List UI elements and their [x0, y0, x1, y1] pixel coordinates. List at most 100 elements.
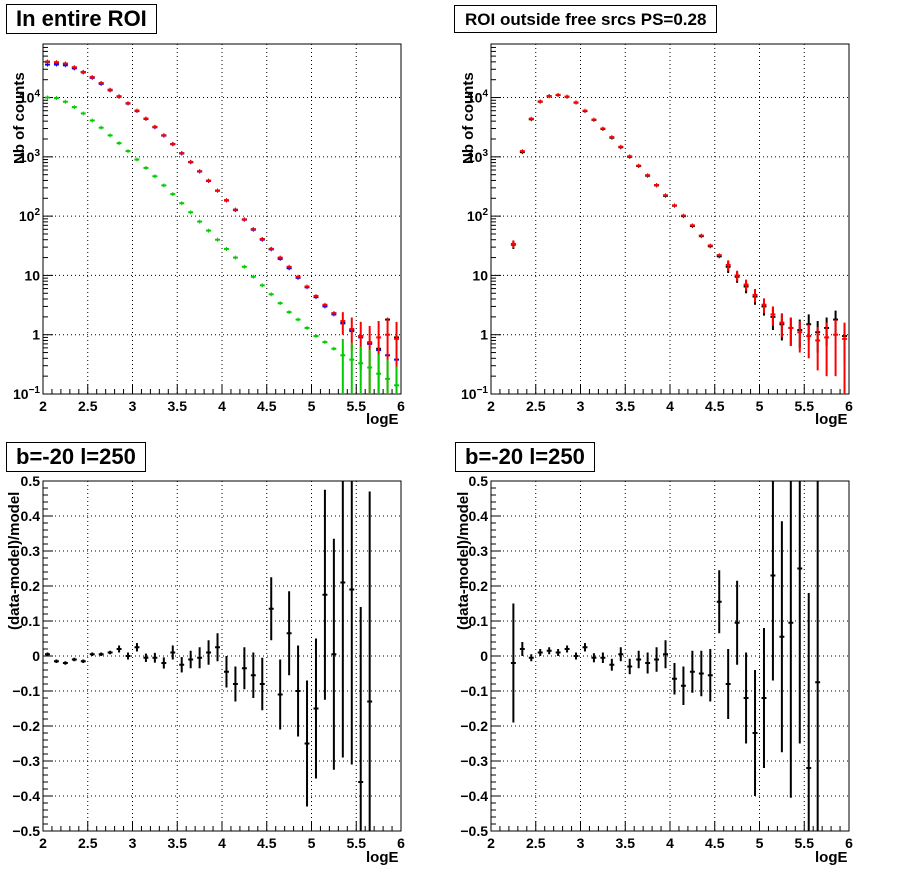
y-tick-label: −0.4	[460, 788, 488, 804]
x-tick-label: 4.5	[705, 398, 725, 414]
y-tick-label: 0.4	[469, 508, 489, 524]
title-bottom-left: b=-20 l=250	[6, 442, 146, 472]
xlabel-bottom-right: logE	[815, 849, 848, 866]
plot-bottom-right: 2 2.5 3 3.5 4 4.5 5 5.5 6 −0.5 −0.4 −0.3 −0.2 −0.1 0 0.…	[460, 473, 853, 851]
series-0	[510, 481, 821, 831]
y-tick-label: 1	[480, 327, 488, 343]
x-tick-label: 3.5	[616, 835, 636, 851]
series-2	[45, 59, 399, 394]
pad-top-left: 2 2.5 3 3.5 4 4.5 5 5.5 6 10−1 1 10 102 103 104 In ent…	[0, 0, 449, 438]
y-tick-label: 10−1	[461, 385, 488, 402]
x-tick-label: 2.5	[526, 398, 546, 414]
x-tick-label: 4	[218, 398, 226, 414]
y-tick-label: 0.3	[21, 543, 41, 559]
axis-ticks	[42, 43, 402, 395]
x-tick-label: 2.5	[526, 835, 546, 851]
y-tick-label: 1	[32, 327, 40, 343]
plot-bottom-left: 2 2.5 3 3.5 4 4.5 5 5.5 6 −0.5 −0.4 −0.3 −0.2 −0.1 0 0.…	[12, 473, 405, 851]
x-tick-label: 5	[308, 398, 316, 414]
xlabel-top-left: logE	[366, 411, 399, 428]
x-tick-label: 5	[308, 835, 316, 851]
ylabel-top-left: Nb of counts	[11, 72, 28, 164]
ylabel-bottom-right: (data-model)/model	[455, 491, 472, 630]
x-tick-label: 5.5	[347, 398, 367, 414]
y-tick-label: −0.2	[460, 718, 488, 734]
y-tick-label: 0.1	[469, 613, 489, 629]
x-tick-label: 4.5	[257, 398, 277, 414]
ylabel-bottom-left: (data-model)/model	[6, 491, 23, 630]
series-3	[45, 95, 399, 394]
x-tick-label: 3.5	[616, 398, 636, 414]
x-tick-label: 3.5	[168, 398, 188, 414]
x-tick-label: 3	[577, 398, 585, 414]
x-tick-label: 6	[845, 398, 853, 414]
x-tick-label: 5.5	[795, 835, 815, 851]
x-tick-label: 5.5	[347, 835, 367, 851]
pad-bottom-left: 2 2.5 3 3.5 4 4.5 5 5.5 6 −0.5 −0.4 −0.3 −0.2 −0.1 0 0.…	[0, 438, 449, 876]
y-tick-label: 102	[467, 207, 489, 224]
y-tick-label: 0.3	[469, 543, 489, 559]
y-tick-label: 10	[472, 267, 488, 283]
x-tick-label: 2	[487, 398, 495, 414]
pad-bottom-right: 2 2.5 3 3.5 4 4.5 5 5.5 6 −0.5 −0.4 −0.3 −0.2 −0.1 0 0.…	[449, 438, 898, 876]
grid	[491, 44, 849, 394]
grid	[491, 481, 849, 831]
x-tick-label: 4	[218, 835, 226, 851]
x-tick-label: 3.5	[168, 835, 188, 851]
xlabel-top-right: logE	[815, 411, 848, 428]
y-tick-label: −0.4	[12, 788, 40, 804]
x-tick-label: 2.5	[78, 398, 98, 414]
x-tick-label: 6	[397, 835, 405, 851]
y-tick-label: −0.3	[460, 753, 488, 769]
y-tick-label: 0.1	[21, 613, 41, 629]
y-tick-label: −0.2	[12, 718, 40, 734]
grid	[43, 481, 401, 831]
y-tick-label: −0.1	[12, 683, 40, 699]
series-0	[510, 93, 847, 362]
x-tick-label: 5	[756, 398, 764, 414]
x-tick-label: 4	[666, 835, 674, 851]
grid	[43, 44, 401, 394]
y-tick-label: 0.2	[469, 578, 489, 594]
y-tick-label: 102	[19, 207, 41, 224]
title-top-left: In entire ROI	[6, 4, 157, 34]
y-tick-label: 0	[32, 648, 40, 664]
x-tick-label: 2	[39, 835, 47, 851]
title-top-right: ROI outside free srcs PS=0.28	[454, 5, 718, 33]
x-tick-label: 4.5	[705, 835, 725, 851]
series-1	[510, 92, 847, 394]
series-0	[45, 59, 399, 351]
axis-ticks	[490, 480, 850, 832]
x-tick-label: 2	[39, 398, 47, 414]
y-tick-label: 10	[24, 267, 40, 283]
pad-top-right: 2 2.5 3 3.5 4 4.5 5 5.5 6 10−1 1 10 102 103 104 ROI ou…	[449, 0, 898, 438]
x-tick-label: 5	[756, 835, 764, 851]
x-tick-label: 2.5	[78, 835, 98, 851]
x-tick-label: 4.5	[257, 835, 277, 851]
y-tick-label: −0.1	[460, 683, 488, 699]
y-tick-label: −0.3	[12, 753, 40, 769]
y-tick-label: 0.4	[21, 508, 41, 524]
y-tick-label: 0.5	[469, 473, 489, 489]
x-tick-label: 5.5	[795, 398, 815, 414]
x-tick-label: 2	[487, 835, 495, 851]
y-tick-label: −0.5	[460, 823, 488, 839]
x-tick-label: 6	[845, 835, 853, 851]
x-tick-label: 3	[129, 835, 137, 851]
x-tick-label: 3	[577, 835, 585, 851]
y-tick-label: 0.5	[21, 473, 41, 489]
y-tick-label: 0.2	[21, 578, 41, 594]
x-tick-label: 4	[666, 398, 674, 414]
y-tick-label: 0	[480, 648, 488, 664]
title-bottom-right: b=-20 l=250	[455, 442, 595, 472]
ylabel-top-right: Nb of counts	[460, 72, 477, 164]
x-tick-label: 3	[129, 398, 137, 414]
y-tick-label: −0.5	[12, 823, 40, 839]
axis-ticks	[490, 43, 850, 395]
xlabel-bottom-left: logE	[366, 849, 399, 866]
series-0	[45, 481, 373, 831]
y-tick-label: 10−1	[13, 385, 40, 402]
axis-ticks	[42, 480, 402, 832]
